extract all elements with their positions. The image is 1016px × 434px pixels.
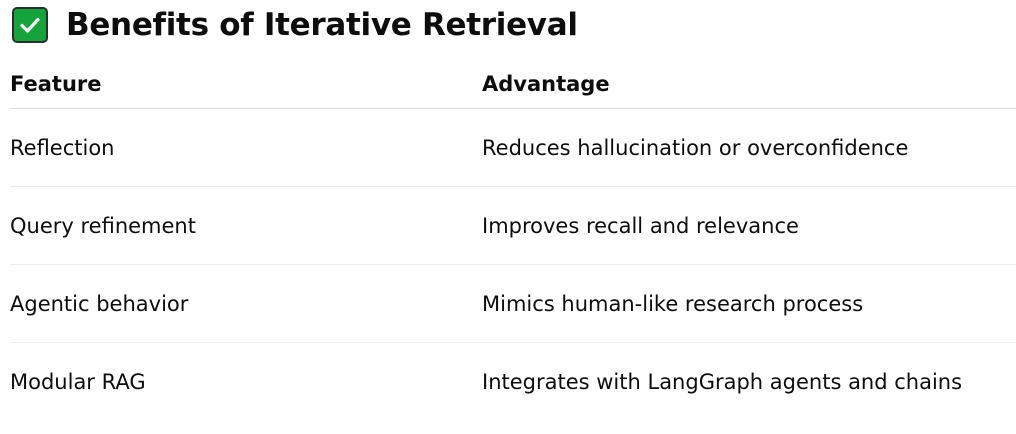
feature-cell: Agentic behavior xyxy=(10,264,482,343)
page-title: Benefits of Iterative Retrieval xyxy=(66,7,578,43)
table-row: Query refinement Improves recall and rel… xyxy=(10,186,1016,265)
advantage-cell: Mimics human-like research process xyxy=(482,264,1016,343)
feature-cell: Query refinement xyxy=(10,186,482,265)
column-header-feature: Feature xyxy=(10,59,482,109)
feature-cell: Reflection xyxy=(10,108,482,187)
benefits-table: Feature Advantage Reflection Reduces hal… xyxy=(10,59,1016,420)
check-mark-button-icon xyxy=(12,7,48,43)
feature-cell: Modular RAG xyxy=(10,369,146,394)
advantage-cell: Improves recall and relevance xyxy=(482,186,1016,265)
advantage-cell: Reduces hallucination or overconfidence xyxy=(482,108,1016,187)
table-row: Modular RAG Integrates with LangGraph ag… xyxy=(10,343,1016,421)
column-header-advantage: Advantage xyxy=(482,59,1016,109)
table-row: Agentic behavior Mimics human-like resea… xyxy=(10,264,1016,343)
table-header-row: Feature Advantage xyxy=(10,59,1016,109)
advantage-cell: Integrates with LangGraph agents and cha… xyxy=(482,369,963,394)
section-heading: Benefits of Iterative Retrieval xyxy=(12,5,578,45)
table-row: Reflection Reduces hallucination or over… xyxy=(10,108,1016,187)
